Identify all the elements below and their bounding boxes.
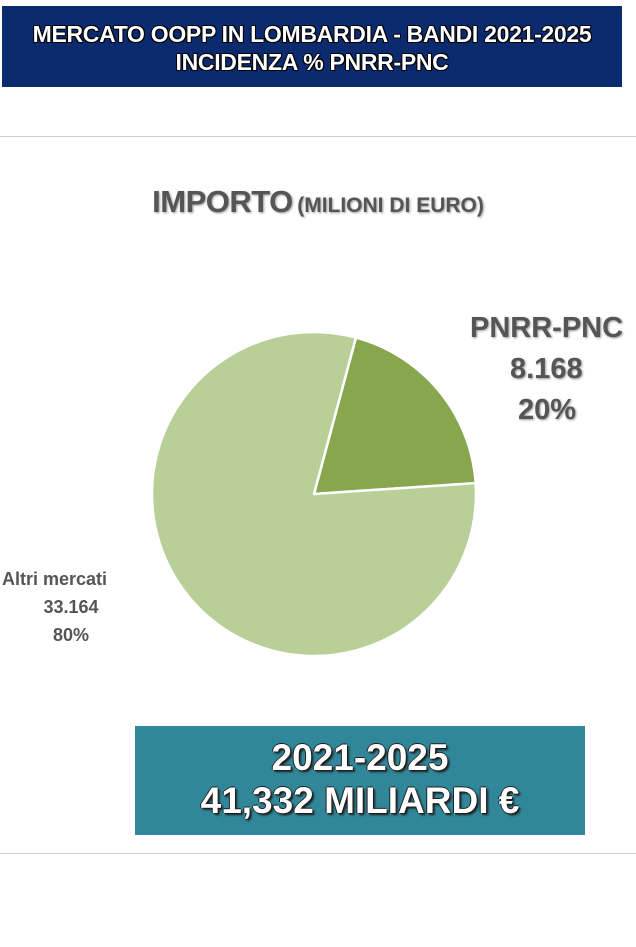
top-divider	[0, 136, 636, 137]
pie-slice-pnrr-pnc	[312, 336, 477, 496]
slice-label-pnrr-value: 8.168	[510, 353, 583, 385]
header-subtitle: INCIDENZA % PNRR-PNC	[175, 49, 449, 75]
bottom-divider	[0, 853, 636, 854]
total-box: 2021-2025 41,332 MILIARDI €	[135, 726, 585, 835]
pie-slice-altri-mercati	[150, 330, 478, 658]
slice-label-pnrr: PNRR-PNC 8.168 20%	[470, 308, 636, 431]
header-title: MERCATO OOPP IN LOMBARDIA - BANDI 2021-2…	[32, 21, 592, 47]
slice-label-altri: Altri mercati 33.164 80%	[0, 565, 142, 649]
header-banner: MERCATO OOPP IN LOMBARDIA - BANDI 2021-2…	[2, 6, 622, 87]
slice-label-altri-percent: 80%	[52, 625, 90, 645]
total-period: 2021-2025	[271, 737, 449, 778]
chart-title-unit: (MILIONI DI EURO)	[297, 194, 484, 217]
slice-label-altri-value: 33.164	[43, 597, 99, 617]
total-amount: 41,332 MILIARDI €	[200, 780, 520, 821]
chart-title: IMPORTO (MILIONI DI EURO)	[0, 184, 636, 220]
slice-label-altri-name: Altri mercati	[2, 569, 108, 589]
chart-title-main: IMPORTO	[152, 184, 293, 219]
slice-label-pnrr-percent: 20%	[518, 394, 577, 426]
slice-label-pnrr-name: PNRR-PNC	[470, 312, 624, 344]
